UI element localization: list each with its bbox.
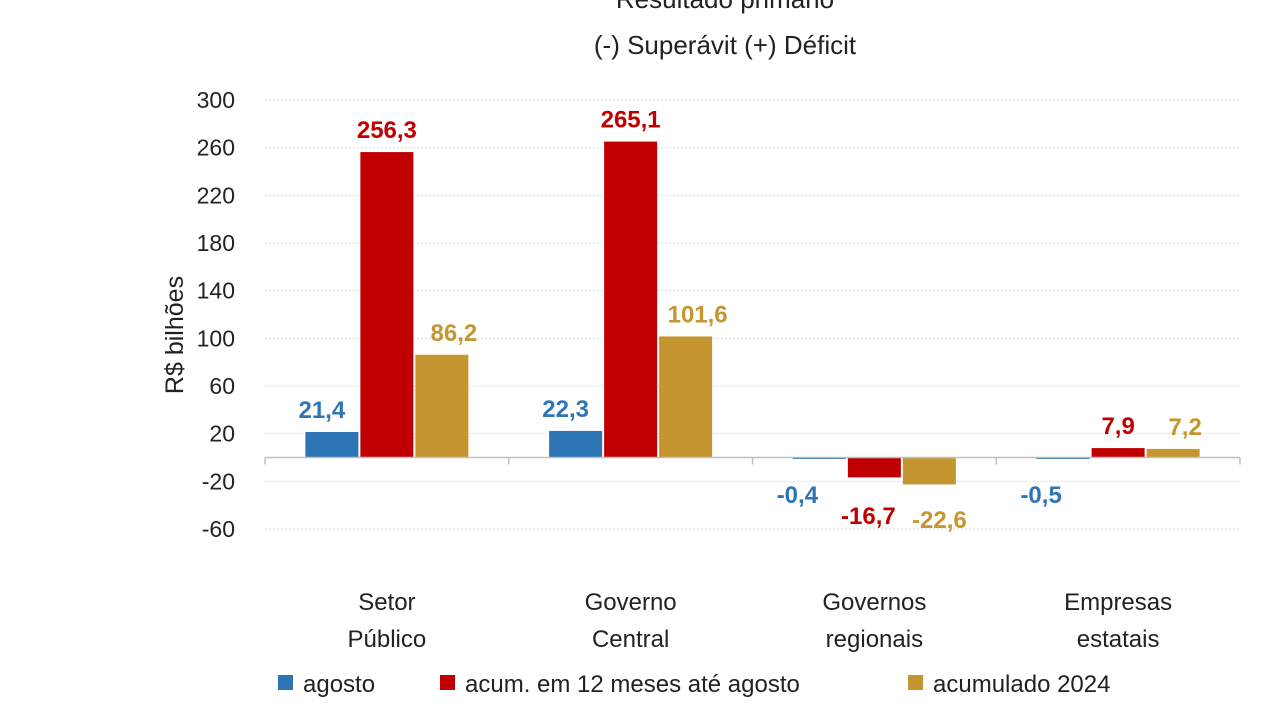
bar	[1091, 448, 1145, 458]
data-label: -0,4	[777, 482, 819, 509]
bar	[415, 354, 469, 458]
data-label: 101,6	[668, 301, 728, 328]
category-label: estatais	[1077, 626, 1160, 653]
y-tick-label: -60	[202, 516, 235, 542]
legend-swatch	[278, 675, 293, 690]
category-label: Empresas	[1064, 589, 1172, 616]
bar	[305, 431, 359, 458]
y-tick-label: 140	[197, 278, 235, 304]
y-tick-label: 100	[197, 325, 235, 351]
bar	[549, 430, 603, 458]
gridlines	[265, 99, 1240, 530]
y-tick-label: 300	[197, 87, 235, 113]
bar	[604, 141, 658, 458]
y-tick-label: 180	[197, 230, 235, 256]
y-tick-label: 60	[209, 373, 235, 399]
legend-swatch	[440, 675, 455, 690]
legend-label: acumulado 2024	[933, 671, 1110, 698]
data-labels: 21,4 256,3 86,2 22,3 265,1 101,6 -0,4 -16,7 -22,…	[299, 107, 1202, 534]
category-label: Central	[592, 626, 669, 653]
data-label: -0,5	[1020, 482, 1061, 509]
legend-label: acum. em 12 meses até agosto	[465, 671, 800, 698]
y-tick-label: 220	[197, 182, 235, 208]
bar	[902, 457, 956, 485]
legend: agosto acum. em 12 meses até agosto acumul…	[278, 671, 1110, 698]
legend-label: agosto	[303, 671, 375, 698]
category-labels: Setor Público Governo Central Governos region…	[348, 589, 1173, 653]
bar	[1146, 448, 1200, 458]
bar	[360, 152, 414, 458]
bar	[659, 336, 713, 458]
chart-title: Resultado primário	[616, 0, 834, 14]
category-label: Setor	[358, 589, 415, 616]
data-label: 7,9	[1101, 413, 1134, 440]
category-label: Público	[348, 626, 427, 653]
data-label: 21,4	[299, 397, 346, 424]
legend-swatch	[908, 675, 923, 690]
data-label: -16,7	[841, 503, 896, 530]
bars	[305, 141, 1200, 485]
x-axis	[264, 456, 1241, 465]
y-tick-label: 260	[197, 135, 235, 161]
data-label: 7,2	[1168, 414, 1201, 441]
category-label: Governos	[822, 589, 926, 616]
y-tick-label: 20	[209, 421, 235, 447]
category-label: regionais	[826, 626, 923, 653]
y-axis-ticks: 300 260 220 180 140 100 60 20 -20 -60	[197, 87, 235, 542]
data-label: 22,3	[542, 396, 589, 423]
chart-subtitle: (-) Superávit (+) Déficit	[594, 30, 857, 60]
y-tick-label: -20	[202, 468, 235, 494]
data-label: -22,6	[912, 507, 967, 534]
bar	[847, 457, 901, 478]
data-label: 86,2	[431, 320, 478, 347]
y-axis-label: R$ bilhões	[161, 276, 189, 394]
category-label: Governo	[585, 589, 677, 616]
data-label: 265,1	[601, 107, 661, 134]
data-label: 256,3	[357, 117, 417, 144]
